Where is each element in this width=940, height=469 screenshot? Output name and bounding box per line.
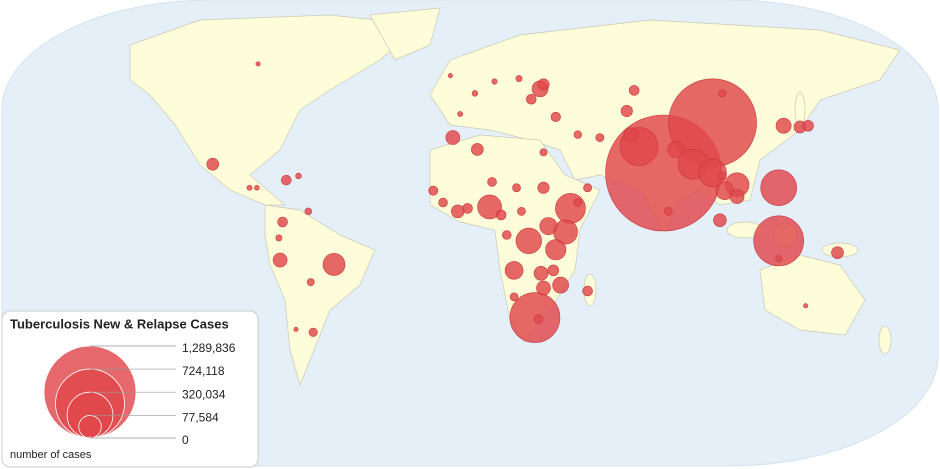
bubble xyxy=(717,171,727,181)
bubble xyxy=(246,184,253,191)
bubble xyxy=(573,198,583,207)
bubble xyxy=(760,169,797,207)
bubble xyxy=(667,140,685,158)
bubble xyxy=(533,265,549,281)
bubble xyxy=(729,189,745,204)
bubble xyxy=(545,239,567,261)
bubble xyxy=(525,93,537,105)
bubble xyxy=(515,227,542,254)
bubble xyxy=(582,285,593,297)
bubble xyxy=(753,215,805,267)
bubble xyxy=(322,253,346,276)
bubble xyxy=(308,327,318,337)
bubble xyxy=(698,158,727,188)
legend-label: 320,034 xyxy=(182,387,226,401)
bubble xyxy=(504,261,524,280)
bubble xyxy=(536,280,551,296)
bubble xyxy=(206,157,220,171)
legend-title: Tuberculosis New & Relapse Cases xyxy=(10,316,229,331)
bubble xyxy=(509,292,519,302)
bubble xyxy=(272,252,288,268)
bubble xyxy=(555,193,586,224)
bubble xyxy=(620,105,633,118)
bubble xyxy=(713,213,727,227)
bubble xyxy=(255,61,261,67)
bubble xyxy=(517,206,526,216)
bubble xyxy=(775,117,792,134)
bubble xyxy=(447,73,453,79)
bubble xyxy=(628,85,640,96)
legend-circle xyxy=(78,415,102,439)
bubble xyxy=(537,181,550,194)
bubble xyxy=(254,185,260,191)
legend: 1,289,836 724,118 320,034 77,584 0 xyxy=(43,341,236,447)
bubble xyxy=(487,177,497,187)
bubble xyxy=(537,78,550,91)
bubble xyxy=(515,75,523,83)
bubble xyxy=(428,185,439,196)
bubble xyxy=(539,217,558,235)
bubbles xyxy=(206,61,844,343)
bubble xyxy=(471,90,479,97)
bubble xyxy=(445,130,461,145)
bubble xyxy=(533,314,544,324)
bubble xyxy=(491,78,498,85)
bubble xyxy=(477,194,502,220)
bubble xyxy=(539,148,548,157)
legend-label: 724,118 xyxy=(182,364,225,378)
bubble xyxy=(495,209,507,221)
legend-size-label: number of cases xyxy=(10,449,92,461)
bubble xyxy=(583,183,592,193)
bubble xyxy=(438,197,448,208)
bubble xyxy=(623,127,639,142)
bubble xyxy=(802,120,814,132)
bubble xyxy=(831,246,844,259)
bubble xyxy=(451,204,465,219)
bubble xyxy=(293,326,299,332)
bubble xyxy=(304,207,312,216)
legend-label: 1,289,836 xyxy=(182,341,236,355)
legend-label: 77,584 xyxy=(182,411,219,425)
bubble xyxy=(277,216,288,228)
bubble xyxy=(306,278,315,287)
bubble xyxy=(803,303,809,309)
bubble xyxy=(502,230,512,240)
legend-label: 0 xyxy=(182,433,189,447)
bubble xyxy=(471,143,484,156)
bubble xyxy=(552,276,569,294)
bubble xyxy=(457,111,464,117)
bubble xyxy=(280,174,292,186)
bubble xyxy=(550,111,561,123)
bubble xyxy=(275,234,283,242)
bubble xyxy=(664,206,673,216)
bubble xyxy=(295,172,302,180)
bubble xyxy=(573,130,582,139)
bubble xyxy=(595,133,605,142)
bubble xyxy=(775,255,783,262)
bubble xyxy=(718,89,727,98)
bubble xyxy=(547,264,560,277)
bubble xyxy=(512,183,521,193)
